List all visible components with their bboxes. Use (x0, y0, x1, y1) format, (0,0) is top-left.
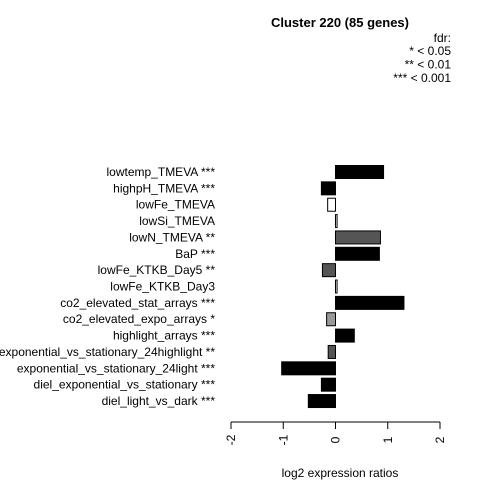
category-label: co2_elevated_stat_arrays *** (60, 296, 215, 310)
chart-title: Cluster 220 (85 genes) (271, 15, 409, 30)
category-label: diel_exponential_vs_stationary *** (34, 378, 216, 392)
bar (327, 197, 337, 212)
category-label: highpH_TMEVA *** (113, 181, 215, 195)
category-label: exponential_vs_stationary_24light *** (17, 361, 215, 375)
bar (307, 394, 336, 409)
bar (335, 230, 381, 245)
legend-entry: ** < 0.01 (405, 58, 452, 72)
x-axis-label: log2 expression ratios (282, 466, 399, 480)
bar (327, 344, 336, 359)
category-label: exponential_vs_stationary_24highlight ** (0, 345, 215, 359)
bar (320, 181, 336, 196)
category-label: highlight_arrays *** (113, 329, 215, 343)
category-label: co2_elevated_expo_arrays * (63, 312, 215, 326)
x-axis: -2 -1 0 1 2 (224, 421, 447, 445)
x-tick-label: -2 (224, 434, 238, 445)
bar (320, 377, 336, 392)
category-label: diel_light_vs_dark *** (102, 394, 216, 408)
bar (335, 214, 338, 229)
bar (335, 279, 338, 294)
x-tick-label: 0 (329, 436, 343, 443)
category-label: BaP *** (175, 247, 215, 261)
legend: fdr: * < 0.05** < 0.01*** < 0.001 (393, 31, 451, 85)
bars-group (281, 165, 405, 409)
category-label: lowSi_TMEVA (139, 214, 215, 228)
x-tick-label: -1 (276, 434, 290, 445)
bar (281, 361, 336, 376)
category-label: lowN_TMEVA ** (129, 230, 215, 244)
legend-entry: *** < 0.001 (393, 71, 451, 85)
bar (335, 328, 355, 343)
bar (326, 312, 336, 327)
category-label: lowFe_KTKB_Day5 ** (98, 263, 216, 277)
bar (335, 246, 380, 261)
category-label: lowFe_KTKB_Day3 (110, 280, 215, 294)
category-label: lowFe_TMEVA (136, 198, 215, 212)
category-label: lowtemp_TMEVA *** (107, 165, 216, 179)
bar (321, 263, 336, 278)
x-tick-label: 2 (433, 436, 447, 443)
x-tick-label: 1 (381, 436, 395, 443)
bar (335, 165, 385, 179)
category-labels: lowtemp_TMEVA *** highpH_TMEVA *** lowFe_T… (0, 165, 215, 408)
legend-entry: * < 0.05 (409, 44, 451, 58)
legend-title: fdr: (434, 31, 451, 45)
bar (335, 295, 405, 310)
